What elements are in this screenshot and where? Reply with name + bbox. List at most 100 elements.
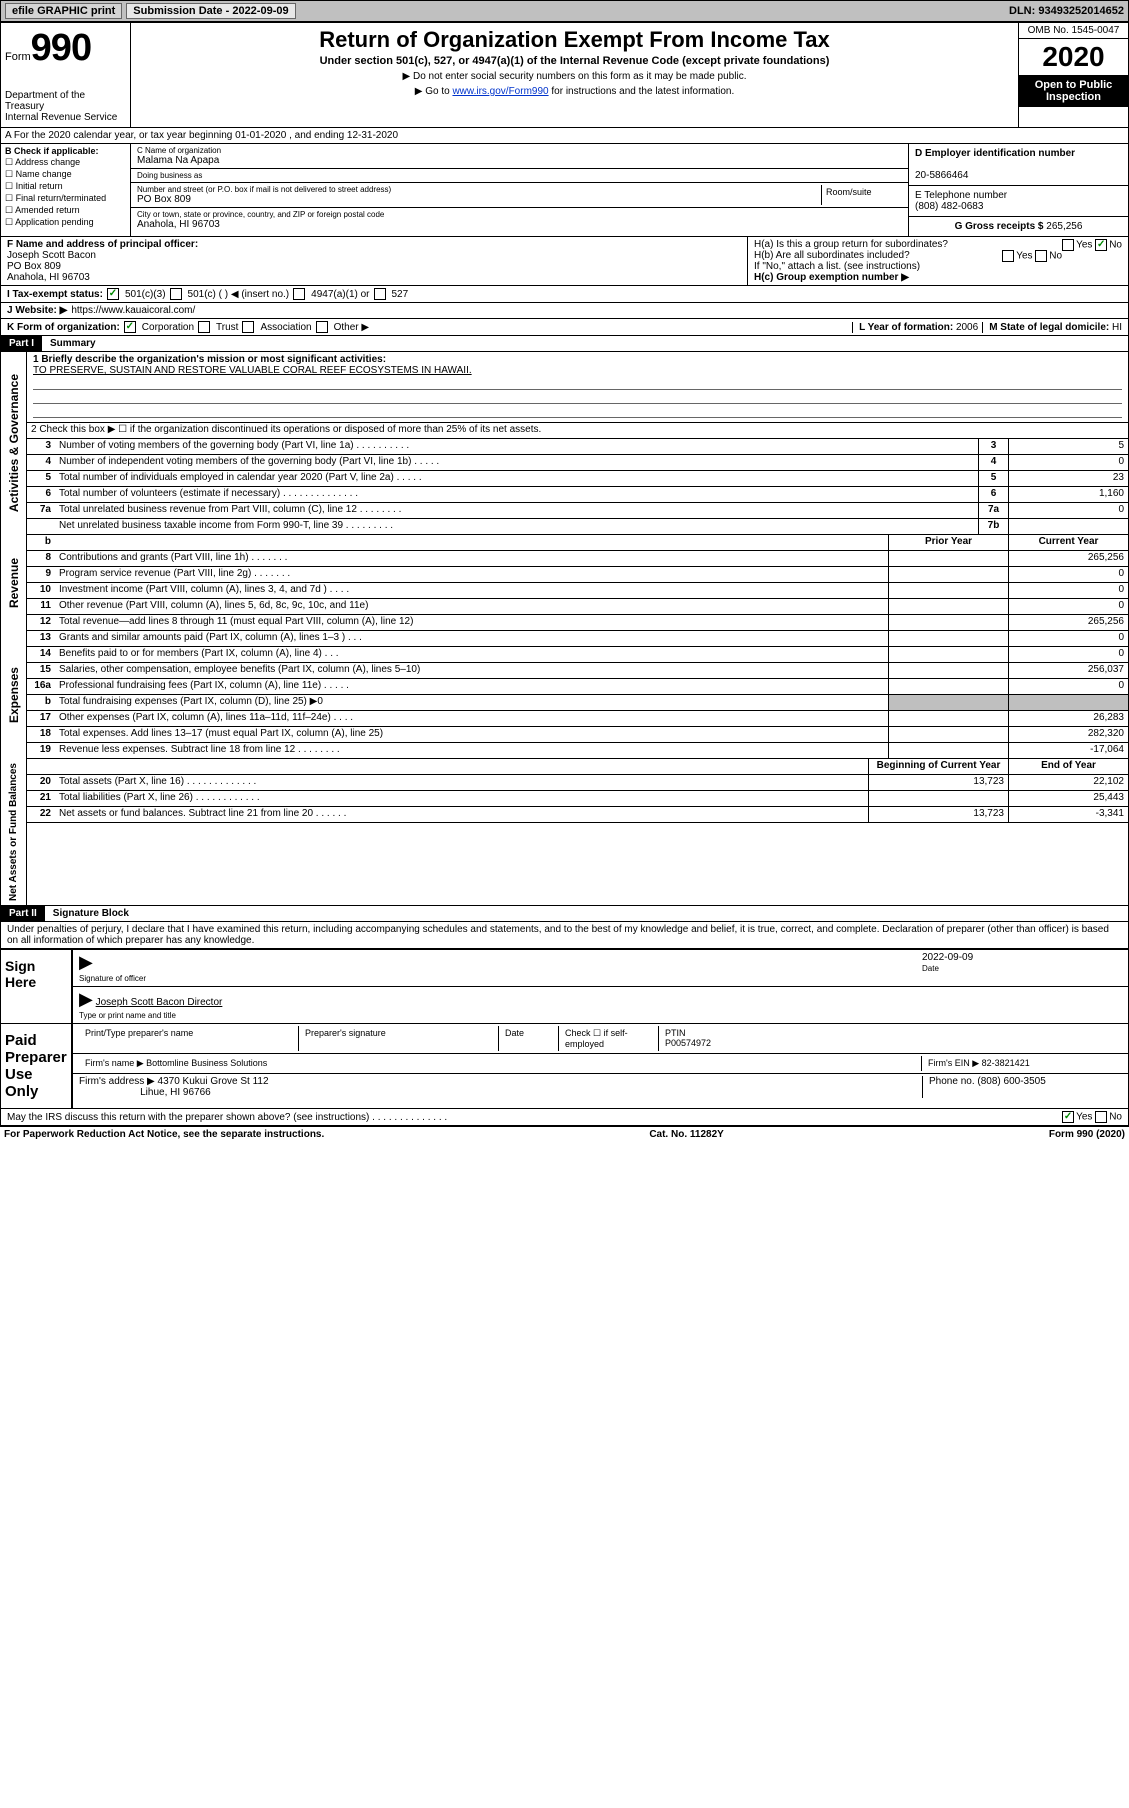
chk-name-change[interactable]: ☐ Name change xyxy=(5,169,126,180)
form-year-box: OMB No. 1545-0047 2020 Open to Public In… xyxy=(1018,23,1128,127)
city: Anahola, HI 96703 xyxy=(137,219,902,230)
chk-501c[interactable] xyxy=(170,288,182,300)
k-line: K Form of organization: Corporation Trus… xyxy=(0,319,1129,336)
table-row: 22Net assets or fund balances. Subtract … xyxy=(27,807,1128,823)
chk-initial-return[interactable]: ☐ Initial return xyxy=(5,181,126,192)
mission-desc: 1 Briefly describe the organization's mi… xyxy=(27,352,1128,423)
table-row: 6Total number of volunteers (estimate if… xyxy=(27,487,1128,503)
chk-trust[interactable] xyxy=(198,321,210,333)
addr-row: Number and street (or P.O. box if mail i… xyxy=(131,183,908,208)
q2-row: 2 Check this box ▶ ☐ if the organization… xyxy=(27,423,1128,439)
revenue-section: Revenue b Prior Year Current Year 8Contr… xyxy=(0,535,1129,631)
table-row: 18Total expenses. Add lines 13–17 (must … xyxy=(27,727,1128,743)
hb-yes[interactable] xyxy=(1002,250,1014,262)
netassets-section: Net Assets or Fund Balances Beginning of… xyxy=(0,759,1129,906)
table-row: 19Revenue less expenses. Subtract line 1… xyxy=(27,743,1128,759)
chk-501c3[interactable] xyxy=(107,288,119,300)
table-row: Net unrelated business taxable income fr… xyxy=(27,519,1128,535)
dln: DLN: 93493252014652 xyxy=(1009,5,1124,17)
form-subtitle: Under section 501(c), 527, or 4947(a)(1)… xyxy=(135,55,1014,67)
chk-527[interactable] xyxy=(374,288,386,300)
expenses-section: Expenses 13Grants and similar amounts pa… xyxy=(0,631,1129,759)
section-f-h: F Name and address of principal officer:… xyxy=(0,237,1129,286)
note-ssn: ▶ Do not enter social security numbers o… xyxy=(135,71,1014,82)
ha-no[interactable] xyxy=(1095,239,1107,251)
chk-4947[interactable] xyxy=(293,288,305,300)
vlabel-netassets: Net Assets or Fund Balances xyxy=(6,759,21,905)
tax-exempt-status: I Tax-exempt status: 501(c)(3) 501(c) ( … xyxy=(0,286,1129,303)
may-discuss: May the IRS discuss this return with the… xyxy=(0,1109,1129,1126)
chk-address-change[interactable]: ☐ Address change xyxy=(5,157,126,168)
col-headers-rev: b Prior Year Current Year xyxy=(27,535,1128,551)
table-row: 21Total liabilities (Part X, line 26) . … xyxy=(27,791,1128,807)
org-name-cell: C Name of organization Malama Na Apapa xyxy=(131,144,908,169)
dept-treasury: Department of the Treasury Internal Reve… xyxy=(5,90,126,123)
discuss-no[interactable] xyxy=(1095,1111,1107,1123)
org-name: Malama Na Apapa xyxy=(137,155,902,166)
hb-no[interactable] xyxy=(1035,250,1047,262)
vlabel-expenses: Expenses xyxy=(5,663,23,727)
form-number-box: Form990 Department of the Treasury Inter… xyxy=(1,23,131,127)
city-cell: City or town, state or province, country… xyxy=(131,208,908,232)
right-info: D Employer identification number 20-5866… xyxy=(908,144,1128,236)
table-row: 12Total revenue—add lines 8 through 11 (… xyxy=(27,615,1128,631)
table-row: 5Total number of individuals employed in… xyxy=(27,471,1128,487)
col-headers-na: Beginning of Current Year End of Year xyxy=(27,759,1128,775)
irs-link[interactable]: www.irs.gov/Form990 xyxy=(452,86,548,97)
table-row: 10Investment income (Part VIII, column (… xyxy=(27,583,1128,599)
table-row: 3Number of voting members of the governi… xyxy=(27,439,1128,455)
submission-date: Submission Date - 2022-09-09 xyxy=(126,3,295,19)
org-info: C Name of organization Malama Na Apapa D… xyxy=(131,144,908,236)
activities-governance: Activities & Governance 1 Briefly descri… xyxy=(0,352,1129,535)
table-row: 20Total assets (Part X, line 16) . . . .… xyxy=(27,775,1128,791)
ein: 20-5866464 xyxy=(915,170,968,181)
sign-here-label: Sign Here xyxy=(1,950,71,1023)
website-url: https://www.kauaicoral.com/ xyxy=(71,305,195,316)
note-link: ▶ Go to www.irs.gov/Form990 for instruct… xyxy=(135,86,1014,97)
form-title: Return of Organization Exempt From Incom… xyxy=(135,27,1014,53)
chk-corp[interactable] xyxy=(124,321,136,333)
tax-year: 2020 xyxy=(1019,39,1128,75)
room-cell: Room/suite xyxy=(822,185,902,205)
vlabel-activities: Activities & Governance xyxy=(5,370,23,516)
table-row: 7aTotal unrelated business revenue from … xyxy=(27,503,1128,519)
ein-cell: D Employer identification number 20-5866… xyxy=(909,144,1128,186)
table-row: 14Benefits paid to or for members (Part … xyxy=(27,647,1128,663)
chk-final-return[interactable]: ☐ Final return/terminated xyxy=(5,193,126,204)
h-section: H(a) Is this a group return for subordin… xyxy=(748,237,1128,285)
table-row: 16aProfessional fundraising fees (Part I… xyxy=(27,679,1128,695)
vlabel-revenue: Revenue xyxy=(5,554,23,612)
table-row: 9Program service revenue (Part VIII, lin… xyxy=(27,567,1128,583)
part2-header: Part II Signature Block xyxy=(0,906,1129,922)
declaration: Under penalties of perjury, I declare th… xyxy=(0,922,1129,949)
row-a-taxyear: A For the 2020 calendar year, or tax yea… xyxy=(0,128,1129,144)
table-row: bTotal fundraising expenses (Part IX, co… xyxy=(27,695,1128,711)
form-header: Form990 Department of the Treasury Inter… xyxy=(0,22,1129,128)
section-b: B Check if applicable: ☐ Address change … xyxy=(0,144,1129,237)
principal-officer: F Name and address of principal officer:… xyxy=(1,237,748,285)
gross-receipts: G Gross receipts $ 265,256 xyxy=(909,217,1128,236)
street: PO Box 809 xyxy=(137,194,821,205)
website-line: J Website: ▶ https://www.kauaicoral.com/ xyxy=(0,303,1129,319)
table-row: 4Number of independent voting members of… xyxy=(27,455,1128,471)
open-inspection: Open to Public Inspection xyxy=(1019,75,1128,107)
omb: OMB No. 1545-0047 xyxy=(1019,23,1128,39)
chk-assoc[interactable] xyxy=(242,321,254,333)
chk-amended[interactable]: ☐ Amended return xyxy=(5,205,126,216)
topbar: efile GRAPHIC print Submission Date - 20… xyxy=(0,0,1129,22)
signature-section: Sign Here ▶ Signature of officer 2022-09… xyxy=(0,949,1129,1109)
street-cell: Number and street (or P.O. box if mail i… xyxy=(137,185,822,205)
table-row: 17Other expenses (Part IX, column (A), l… xyxy=(27,711,1128,727)
ha-yes[interactable] xyxy=(1062,239,1074,251)
footer: For Paperwork Reduction Act Notice, see … xyxy=(0,1126,1129,1142)
discuss-yes[interactable] xyxy=(1062,1111,1074,1123)
part1-header: Part I Summary xyxy=(0,336,1129,352)
table-row: 8Contributions and grants (Part VIII, li… xyxy=(27,551,1128,567)
table-row: 13Grants and similar amounts paid (Part … xyxy=(27,631,1128,647)
efile-print[interactable]: efile GRAPHIC print xyxy=(5,3,122,19)
check-applicable: B Check if applicable: ☐ Address change … xyxy=(1,144,131,236)
table-row: 11Other revenue (Part VIII, column (A), … xyxy=(27,599,1128,615)
chk-app-pending[interactable]: ☐ Application pending xyxy=(5,217,126,228)
chk-other[interactable] xyxy=(316,321,328,333)
dba-cell: Doing business as xyxy=(131,169,908,183)
